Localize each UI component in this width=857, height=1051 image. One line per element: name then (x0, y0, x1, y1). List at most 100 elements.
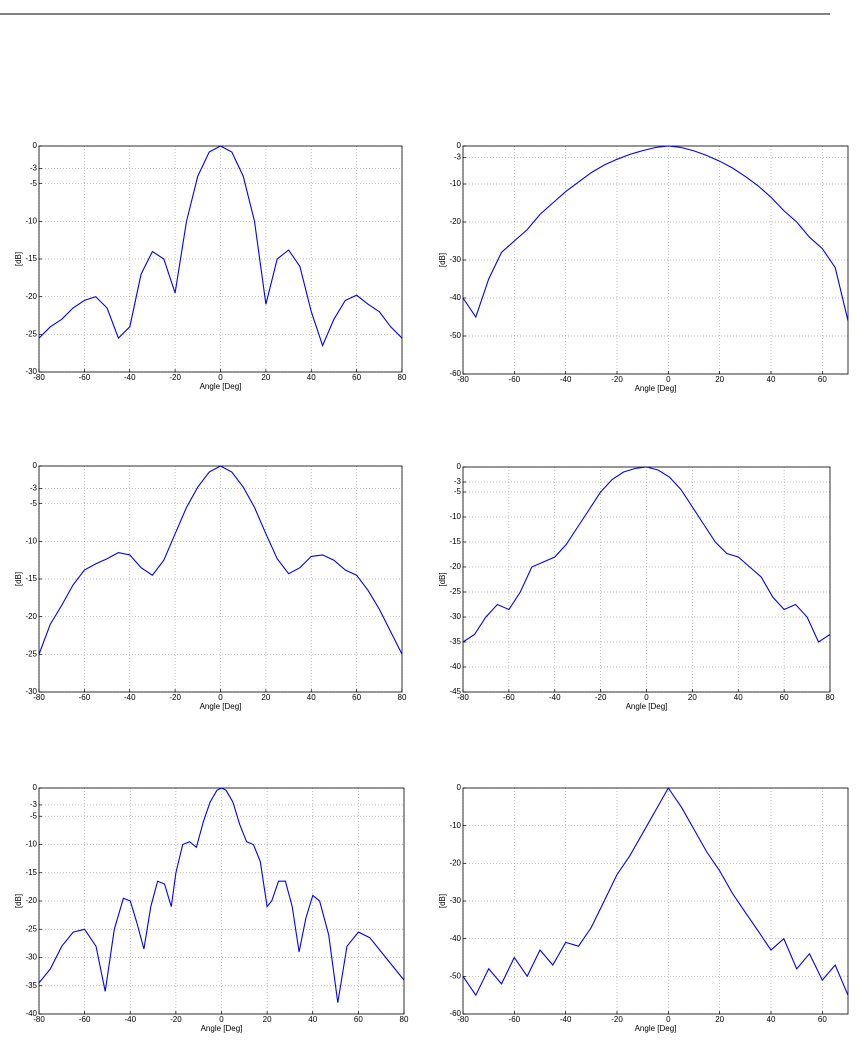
plot-area (463, 467, 830, 692)
x-tick-label: -80 (457, 1015, 469, 1024)
x-axis-label: Angle [Deg] (200, 702, 242, 711)
y-tick-label: -10 (25, 216, 37, 225)
y-tick-label: -3 (30, 484, 38, 493)
y-tick-label: -3 (30, 164, 38, 173)
x-tick-label: -60 (79, 373, 91, 382)
y-tick-label: -20 (449, 858, 461, 867)
x-tick-label: -60 (79, 693, 91, 702)
x-tick-label: 40 (734, 693, 743, 702)
y-tick-label: 0 (33, 141, 38, 150)
x-tick-label: -20 (169, 373, 181, 382)
y-tick-label: -25 (449, 587, 461, 596)
y-tick-label: -25 (25, 329, 37, 338)
x-tick-label: -20 (595, 693, 607, 702)
x-tick-label: -20 (170, 1015, 182, 1024)
y-tick-label: -3 (454, 153, 462, 162)
y-tick-label: -25 (25, 649, 37, 658)
x-axis-label: Angle [Deg] (635, 384, 677, 393)
y-tick-label: 0 (33, 783, 38, 792)
x-tick-label: 0 (218, 373, 223, 382)
x-tick-label: -80 (33, 373, 45, 382)
y-tick-label: -15 (25, 254, 37, 263)
x-tick-label: 20 (715, 1015, 724, 1024)
x-tick-label: 0 (666, 375, 671, 384)
x-tick-label: -60 (509, 1015, 521, 1024)
y-tick-label: -15 (25, 574, 37, 583)
y-tick-label: -60 (449, 369, 461, 378)
x-tick-label: 0 (219, 1015, 224, 1024)
data-line (462, 145, 849, 321)
x-tick-label: 20 (261, 373, 270, 382)
y-tick-label: -3 (30, 800, 38, 809)
x-tick-label: 60 (780, 693, 789, 702)
y-tick-label: -20 (449, 217, 461, 226)
y-tick-label: -30 (25, 367, 37, 376)
y-axis-label: [dB] (438, 253, 447, 267)
y-axis-label: [dB] (14, 252, 23, 266)
y-tick-label: -30 (449, 255, 461, 264)
chart: 0 -3 -5 -10 -15 -20 -25 -30-80 -60 -40 -20 0 20 40 60 8… (14, 141, 407, 391)
x-tick-label: 40 (308, 1015, 317, 1024)
data-line (38, 787, 405, 1003)
x-tick-label: 40 (767, 1015, 776, 1024)
chart: 0-3-5-10-15-20-25-30-35-40-80 -60 -40 -20 0 2… (14, 783, 409, 1033)
x-tick-label: -60 (79, 1015, 91, 1024)
y-tick-label: -40 (449, 662, 461, 671)
x-tick-label: -40 (549, 693, 561, 702)
chart: 0 -3-5 -10 -15 -20 -25 -30 -35 -40 -45-80 -60 -40 -2… (438, 462, 835, 711)
x-tick-label: 20 (263, 1015, 272, 1024)
y-tick-label: 0 (457, 783, 462, 792)
chart: 0 -3 -5 -10 -15 -20 -25 -30-80 -60 -40 -20 0 20 40 60 8… (14, 461, 407, 711)
x-tick-label: -80 (33, 1015, 45, 1024)
x-axis-label: Angle [Deg] (201, 1024, 243, 1033)
y-tick-label: -15 (449, 537, 461, 546)
x-tick-label: 0 (666, 1015, 671, 1024)
y-tick-label: -5 (454, 487, 462, 496)
x-tick-label: 40 (307, 373, 316, 382)
y-tick-label: -60 (449, 1009, 461, 1018)
y-tick-label: -10 (25, 840, 37, 849)
x-tick-label: -20 (169, 693, 181, 702)
x-tick-label: 20 (688, 693, 697, 702)
x-tick-label: 80 (400, 1015, 409, 1024)
x-tick-label: 0 (644, 693, 649, 702)
x-tick-label: 80 (826, 693, 835, 702)
x-tick-label: -80 (457, 375, 469, 384)
x-tick-label: 80 (398, 693, 407, 702)
x-tick-label: -60 (509, 375, 521, 384)
y-tick-label: -40 (449, 934, 461, 943)
y-tick-label: -20 (25, 292, 37, 301)
x-axis-label: Angle [Deg] (200, 382, 242, 391)
y-tick-label: -3 (454, 477, 462, 486)
y-tick-label: -20 (25, 612, 37, 621)
y-tick-label: -35 (25, 981, 37, 990)
x-axis-label: Angle [Deg] (626, 702, 668, 711)
x-tick-label: 40 (767, 375, 776, 384)
x-tick-label: 80 (398, 373, 407, 382)
x-tick-label: -40 (124, 373, 136, 382)
data-line (38, 145, 403, 348)
x-tick-label: 20 (261, 693, 270, 702)
plot-frame (462, 145, 849, 375)
data-line (38, 465, 403, 655)
y-tick-label: -5 (30, 811, 38, 820)
y-tick-label: -30 (449, 612, 461, 621)
data-line (462, 466, 831, 643)
y-tick-label: -45 (449, 687, 461, 696)
x-tick-label: -60 (503, 693, 515, 702)
x-tick-label: -80 (457, 693, 469, 702)
y-tick-label: -30 (25, 687, 37, 696)
y-tick-label: 0 (457, 462, 462, 471)
y-axis-label: [dB] (438, 572, 447, 586)
x-tick-label: 20 (715, 375, 724, 384)
y-tick-label: -50 (449, 971, 461, 980)
y-axis-label: [dB] (14, 894, 23, 908)
x-axis-label: Angle [Deg] (635, 1024, 677, 1033)
x-tick-label: 0 (218, 693, 223, 702)
x-tick-label: -40 (560, 1015, 572, 1024)
y-axis-label: [dB] (438, 894, 447, 908)
chart: 0-10-20-30-40-50-60-80 -60 -40 -20 0 20 40 60An… (438, 783, 849, 1033)
plot-frame (462, 787, 849, 1015)
